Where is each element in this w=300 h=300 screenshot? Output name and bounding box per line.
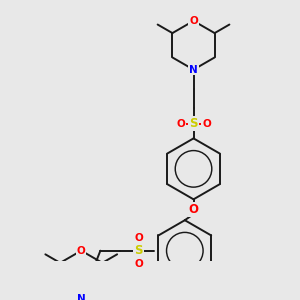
Text: O: O <box>134 259 143 269</box>
Text: O: O <box>77 246 85 256</box>
Text: N: N <box>77 294 85 300</box>
Text: S: S <box>189 117 198 130</box>
Text: S: S <box>134 244 143 257</box>
Text: O: O <box>188 203 199 216</box>
Text: N: N <box>189 64 198 75</box>
Text: O: O <box>202 118 211 129</box>
Text: O: O <box>176 118 185 129</box>
Text: O: O <box>189 16 198 26</box>
Text: O: O <box>134 232 143 243</box>
